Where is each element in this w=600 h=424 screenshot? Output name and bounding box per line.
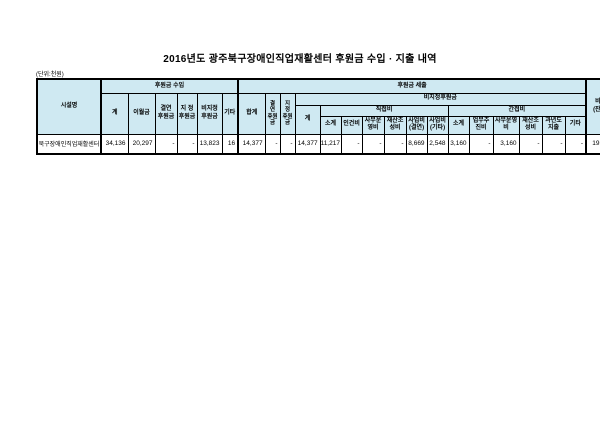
col-header-direct-property: 재산조 성비 [383,115,407,135]
page-title: 2016년도 광주북구장애인직업재활센터 후원금 수입 · 지출 내역 [163,54,437,65]
col-header-income-carryover: 이월금 [127,92,156,135]
col-header-direct-project-etc: 사업비 (기타) [426,115,449,135]
cell-income-gyeolyeon: - [154,133,178,155]
cell-indirect-etc: - [564,133,587,155]
donation-report-table: 시설명 후원금 수입 후원금 세출 비고 (잔액) 계 이월금 결연 후원금 지… [36,78,600,155]
col-header-indirect-prior-year: 과년도 지출 [541,115,566,135]
col-header-direct-subtotal: 소계 [319,115,342,135]
col-header-indirect-office: 사무운영 비 [492,115,520,135]
cell-income-jijeong: - [176,133,198,155]
cell-unspec-total: 14,377 [294,133,321,155]
cell-direct-office: - [361,133,385,155]
col-header-facility: 시설명 [36,78,102,135]
col-header-indirect-etc: 기타 [564,115,587,135]
group-header-income: 후원금 수입 [99,78,239,94]
cell-remark-balance: 19,759 [585,133,600,155]
col-header-income-gyeolyeon: 결연 후원금 [154,92,178,135]
col-header-direct-project-gyeolyeon: 사업비 (결연) [405,115,428,135]
col-header-income-jijeong: 지 정 후원금 [176,92,198,135]
cell-indirect-prior-year: - [541,133,566,155]
col-header-direct-personnel: 인건비 [340,115,363,135]
col-header-indirect-subtotal: 소계 [447,115,470,135]
col-header-unspec-total: 계 [294,104,321,135]
cell-direct-personnel: - [340,133,363,155]
cell-facility-name: 북구장애인직업재활센터 [36,133,102,155]
cell-indirect-property: - [518,133,543,155]
cell-indirect-promotion: - [468,133,494,155]
cell-direct-subtotal: 11,217 [319,133,342,155]
group-header-indirect-cost: 간접비 [447,104,587,117]
col-header-expense-jijeong: 지 정 후원금 [279,92,296,135]
col-header-indirect-property: 재산조 성비 [518,115,543,135]
cell-income-unspecified: 13,823 [196,133,223,155]
cell-indirect-subtotal: 3,160 [447,133,470,155]
col-header-income-etc: 기타 [221,92,239,135]
cell-indirect-office: 3,160 [492,133,520,155]
col-header-expense-gyeolyeon: 결 연 후원금 [264,92,281,135]
cell-expense-jijeong: - [279,133,296,155]
cell-expense-total: 14,377 [237,133,266,155]
col-header-income-unspecified: 비지정 후원금 [196,92,223,135]
col-header-remark: 비고 (잔액) [585,78,600,135]
cell-expense-gyeolyeon: - [264,133,281,155]
group-header-direct-cost: 직접비 [319,104,449,117]
cell-direct-project-gyeolyeon: 8,669 [405,133,428,155]
col-header-expense-total: 합계 [237,92,266,135]
table-row: 북구장애인직업재활센터 34,136 20,297 - - 13,823 16 … [36,133,600,155]
col-header-direct-office: 사무운 영비 [361,115,385,135]
cell-direct-property: - [383,133,407,155]
unit-note: (단위:천원) [36,72,64,78]
group-header-unspecified: 비지정후원금 [294,92,587,106]
cell-direct-project-etc: 2,548 [426,133,449,155]
cell-income-carryover: 20,297 [127,133,156,155]
cell-income-etc: 16 [221,133,239,155]
cell-income-total: 34,136 [100,133,129,155]
col-header-income-total: 계 [100,92,129,135]
group-header-expense: 후원금 세출 [237,78,587,94]
col-header-indirect-promotion: 업무추 진비 [468,115,494,135]
